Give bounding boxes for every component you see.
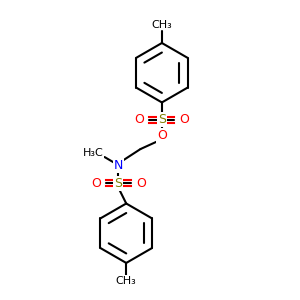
Text: CH₃: CH₃ <box>152 20 172 30</box>
Text: S: S <box>115 177 122 190</box>
Text: O: O <box>134 113 144 126</box>
Text: H₃C: H₃C <box>83 148 104 158</box>
Text: O: O <box>91 177 101 190</box>
Text: O: O <box>179 113 189 126</box>
Text: S: S <box>158 113 166 126</box>
Text: CH₃: CH₃ <box>116 276 136 286</box>
Text: N: N <box>114 159 123 172</box>
Text: O: O <box>157 129 167 142</box>
Text: O: O <box>136 177 146 190</box>
